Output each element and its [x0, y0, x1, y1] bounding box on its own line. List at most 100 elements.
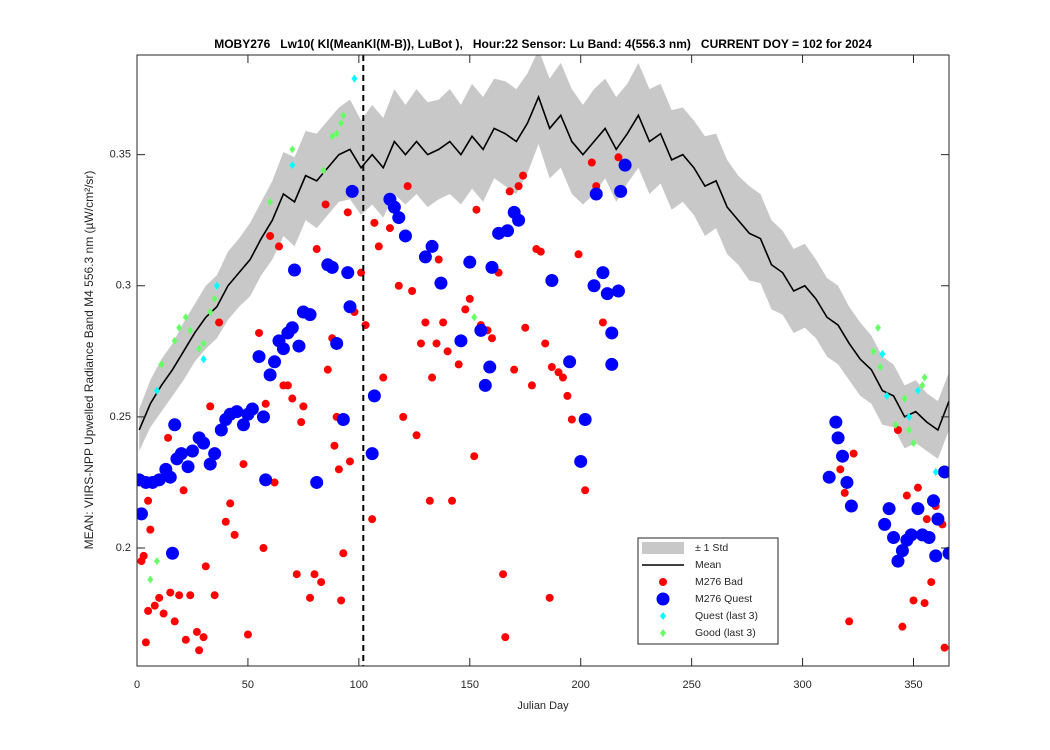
- point: [187, 326, 194, 335]
- point: [256, 410, 270, 424]
- legend-swatch: [656, 592, 670, 606]
- point: [587, 158, 596, 167]
- point: [385, 224, 394, 233]
- point: [310, 475, 324, 489]
- point: [408, 287, 417, 296]
- legend: ± 1 Std Mean M276 Bad M276 Quest Quest (last…: [637, 537, 779, 645]
- point: [392, 211, 406, 225]
- legend-box: [637, 537, 779, 645]
- point: [470, 452, 479, 461]
- x-tick-label: 0: [134, 679, 140, 691]
- point: [336, 413, 350, 427]
- y-tick-label: 0.25: [110, 411, 131, 423]
- point: [432, 339, 441, 348]
- point: [547, 363, 556, 372]
- x-axis-label: Julian Day: [517, 700, 569, 712]
- point: [153, 557, 160, 566]
- point: [461, 305, 470, 314]
- point: [614, 153, 623, 162]
- point: [367, 389, 381, 403]
- point: [906, 425, 913, 434]
- point: [306, 593, 315, 602]
- point: [605, 326, 619, 340]
- point: [200, 339, 207, 348]
- point: [840, 488, 849, 497]
- point: [374, 242, 383, 251]
- point: [261, 399, 270, 408]
- point: [501, 633, 510, 642]
- point: [330, 336, 344, 350]
- point: [144, 606, 153, 615]
- point: [425, 496, 434, 505]
- point: [485, 260, 499, 274]
- point: [340, 111, 347, 120]
- point: [439, 318, 448, 327]
- point: [822, 470, 836, 484]
- point: [312, 245, 321, 254]
- point: [845, 617, 854, 626]
- point: [201, 562, 210, 571]
- point: [213, 281, 220, 290]
- point: [139, 551, 148, 560]
- point: [329, 132, 336, 141]
- point: [345, 184, 359, 198]
- point: [558, 373, 567, 382]
- point: [255, 328, 264, 337]
- point: [163, 470, 177, 484]
- legend-label: M276 Quest: [695, 593, 752, 605]
- point: [289, 161, 296, 170]
- point: [618, 158, 632, 172]
- point: [343, 208, 352, 217]
- point: [840, 475, 854, 489]
- point: [245, 402, 259, 416]
- y-axis-label: MEAN: VIIRS-NPP Upwelled Radiance Band M…: [82, 171, 96, 550]
- point: [165, 546, 179, 560]
- point: [428, 373, 437, 382]
- point: [554, 368, 563, 377]
- point: [920, 599, 929, 608]
- point: [463, 255, 477, 269]
- point: [614, 184, 628, 198]
- point: [147, 575, 154, 584]
- point: [267, 197, 274, 206]
- point: [215, 318, 224, 327]
- point: [932, 467, 939, 476]
- point: [567, 415, 576, 424]
- point: [289, 145, 296, 154]
- point: [370, 218, 379, 227]
- point: [578, 413, 592, 427]
- point: [596, 266, 610, 280]
- point: [878, 517, 892, 531]
- point: [270, 478, 279, 487]
- legend-label: ± 1 Std: [695, 542, 728, 554]
- point: [403, 182, 412, 191]
- point: [192, 627, 201, 636]
- point: [563, 391, 572, 400]
- point: [351, 74, 358, 83]
- std-band: [139, 55, 949, 459]
- point: [330, 441, 339, 450]
- point: [877, 363, 884, 372]
- point: [230, 405, 244, 419]
- point: [288, 263, 302, 277]
- point: [512, 213, 526, 227]
- point: [416, 339, 425, 348]
- point: [226, 499, 235, 508]
- point: [208, 447, 222, 461]
- point: [276, 342, 290, 356]
- point: [600, 287, 614, 301]
- point: [904, 528, 918, 542]
- x-tick-label: 300: [793, 679, 811, 691]
- point: [175, 591, 184, 600]
- point: [465, 294, 474, 303]
- point: [266, 231, 275, 240]
- point: [211, 294, 218, 303]
- point: [898, 622, 907, 631]
- point: [176, 323, 183, 332]
- point: [929, 549, 943, 563]
- point: [320, 166, 327, 175]
- point: [200, 355, 207, 364]
- point: [589, 187, 603, 201]
- point: [394, 281, 403, 290]
- point: [906, 412, 913, 421]
